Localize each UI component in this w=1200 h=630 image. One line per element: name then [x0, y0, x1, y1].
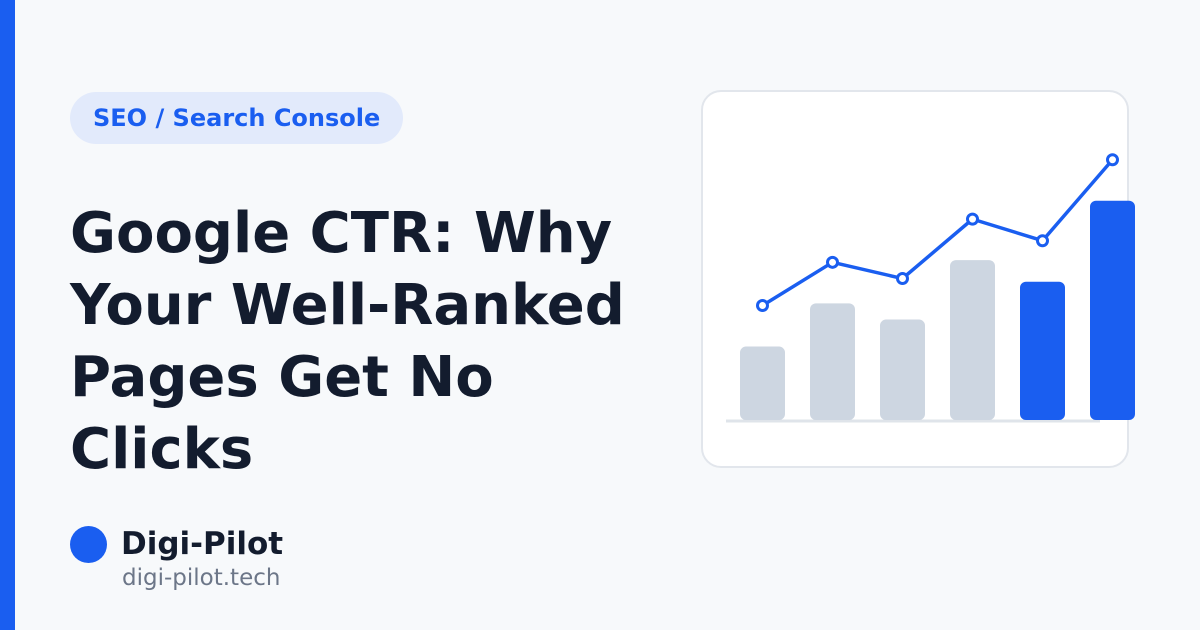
brand-logo-dot — [70, 526, 107, 563]
chart-point — [896, 272, 909, 286]
chart-bar — [950, 260, 995, 420]
page-title: Google CTR: Why Your Well-Ranked Pages G… — [70, 201, 625, 482]
chart-bar — [1090, 200, 1135, 420]
chart-bar — [1020, 281, 1065, 420]
accent-bar — [0, 0, 15, 630]
brand-url: digi-pilot.tech — [122, 565, 281, 591]
category-badge: SEO / Search Console — [70, 92, 404, 144]
brand-name: Digi-Pilot — [121, 526, 284, 562]
chart-point — [1106, 153, 1119, 167]
growth-chart — [726, 153, 1135, 423]
chart-point — [756, 299, 769, 313]
chart-bar — [740, 346, 785, 420]
chart-point — [966, 212, 979, 226]
chart-bar — [810, 303, 855, 420]
chart-bar — [880, 319, 925, 420]
chart-point — [1036, 234, 1049, 248]
chart-point — [826, 255, 839, 269]
chart-trend-line — [761, 158, 1114, 308]
